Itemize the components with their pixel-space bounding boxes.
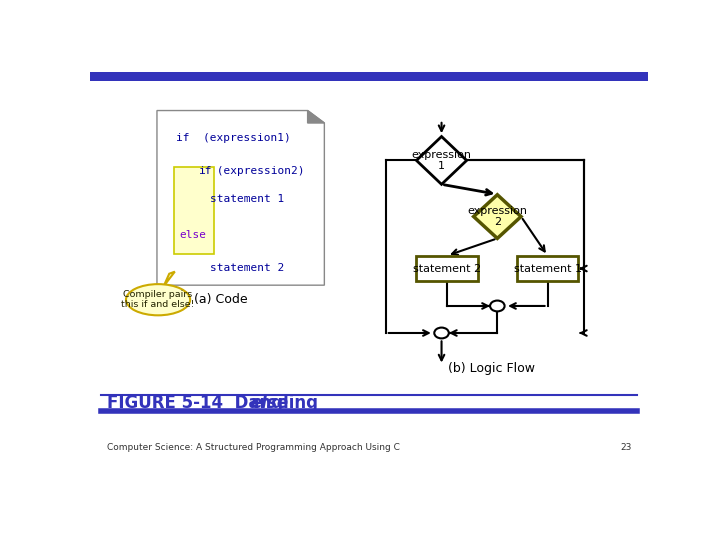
Text: statement 1: statement 1 [513, 264, 582, 274]
Text: if  (expression1): if (expression1) [176, 132, 291, 143]
Text: expression
2: expression 2 [467, 206, 527, 227]
Text: (b) Logic Flow: (b) Logic Flow [449, 362, 535, 375]
Text: (expression2): (expression2) [210, 166, 305, 176]
Text: FIGURE 5-14  Dangling: FIGURE 5-14 Dangling [107, 394, 323, 412]
Bar [174, 167, 214, 254]
Text: else: else [251, 394, 289, 412]
Text: statement 2: statement 2 [413, 264, 481, 274]
Text: Compiler pairs
this if and else!: Compiler pairs this if and else! [122, 290, 195, 309]
Text: statement 1: statement 1 [210, 194, 284, 204]
Ellipse shape [126, 284, 190, 315]
Circle shape [434, 328, 449, 339]
Polygon shape [474, 195, 521, 238]
Text: expression
1: expression 1 [412, 150, 472, 171]
Text: 23: 23 [620, 443, 631, 452]
Text: (a) Code: (a) Code [194, 293, 248, 306]
Text: statement 2: statement 2 [210, 263, 284, 273]
Text: if: if [199, 166, 212, 176]
Polygon shape [157, 111, 324, 285]
Polygon shape [307, 111, 324, 123]
Text: else: else [179, 230, 207, 240]
Text: Computer Science: A Structured Programming Approach Using C: Computer Science: A Structured Programmi… [107, 443, 400, 452]
Bar [517, 256, 578, 281]
Bar [416, 256, 478, 281]
Circle shape [490, 301, 505, 312]
Polygon shape [163, 272, 175, 286]
Bar [90, 72, 648, 80]
Polygon shape [416, 137, 467, 184]
